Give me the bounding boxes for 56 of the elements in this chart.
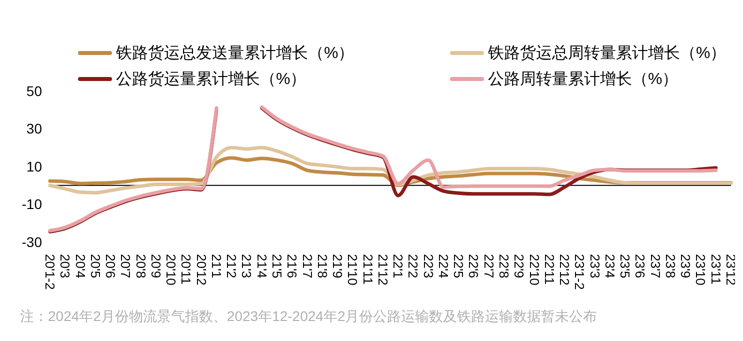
x-tick-label: 20'11 [178, 254, 194, 284]
x-tick-label: 23'7 [648, 254, 663, 278]
x-tick-label: 21'1 [208, 254, 224, 278]
x-tick-label: 22'4 [436, 254, 451, 278]
x-tick-label: 21'11 [360, 254, 376, 284]
x-tick-label: 22'9 [512, 254, 527, 278]
x-tick-label: 23'10 [693, 254, 708, 286]
x-tick-label: 23'1-2 [572, 254, 588, 290]
x-tick-label: 22'10 [526, 254, 542, 286]
y-tick-label: 10 [26, 158, 42, 174]
x-tick-label: 20'4 [72, 254, 88, 278]
x-tick-label: 21'5 [270, 254, 284, 278]
x-tick-label: 21'9 [330, 254, 346, 278]
x-tick-label: 23'3 [587, 254, 602, 278]
x-tick-label: 20'12 [194, 254, 209, 286]
x-tick-label: 22'5 [451, 254, 466, 278]
x-tick-label: 23'9 [678, 254, 694, 278]
x-tick-label: 23'8 [662, 254, 678, 278]
x-tick-label: 23'11 [708, 254, 724, 284]
text: 注：2024年2月份物流景气指数、2023年12-2024年2月份公路运输数及铁路运输数据暂未公布 [20, 308, 598, 326]
x-tick-label: 20'5 [88, 254, 103, 278]
x-tick-label: 21'7 [300, 254, 315, 278]
legend-label: 铁路货运总周转量累计增长（%） [488, 44, 726, 64]
x-tick-label: 23'6 [632, 254, 648, 278]
x-tick-label: 22'12 [557, 254, 572, 286]
x-tick-label: 21'6 [284, 254, 300, 278]
legend-label: 公路货运量累计增长（%） [116, 70, 306, 90]
x-tick-label: 21'4 [254, 254, 270, 278]
x-tick-label: 21'8 [314, 254, 330, 278]
x-tick-label: 20'9 [148, 254, 164, 278]
y-tick-label: -10 [22, 196, 42, 212]
x-tick-label: 20'3 [58, 254, 73, 278]
line-series [48, 146, 733, 194]
x-tick-label: 22'7 [481, 254, 496, 278]
x-tick-label: 22'6 [466, 254, 482, 278]
x-tick-label: 20'10 [164, 254, 179, 286]
x-tick-label: 22'1 [390, 254, 406, 278]
x-tick-label: 20'1-2 [42, 254, 58, 290]
x-tick-label: 23'5 [618, 254, 633, 278]
x-tick-label: 20'8 [133, 254, 148, 278]
x-tick-label: 22'8 [496, 254, 512, 278]
x-tick-label: 23'4 [602, 254, 618, 278]
x-tick-label: 21'2 [224, 254, 240, 278]
y-tick-label: 50 [26, 82, 42, 99]
x-tick-label: 20'6 [103, 254, 118, 278]
x-tick-label: 22'2 [406, 254, 421, 278]
x-tick-label: 22'11 [542, 254, 557, 284]
legend-label: 铁路货运总发送量累计增长（%） [116, 44, 354, 64]
x-tick-label: 21'12 [375, 254, 390, 286]
x-tick-label: 20'7 [118, 254, 134, 278]
y-tick-label: 30 [26, 120, 42, 137]
x-tick-label: 21'3 [239, 254, 254, 278]
x-tick-label: 21'10 [345, 254, 360, 286]
x-tick-label: 22'3 [420, 254, 436, 278]
y-tick-label: -30 [22, 234, 42, 250]
legend-label: 公路周转量累计增长（%） [488, 70, 678, 90]
